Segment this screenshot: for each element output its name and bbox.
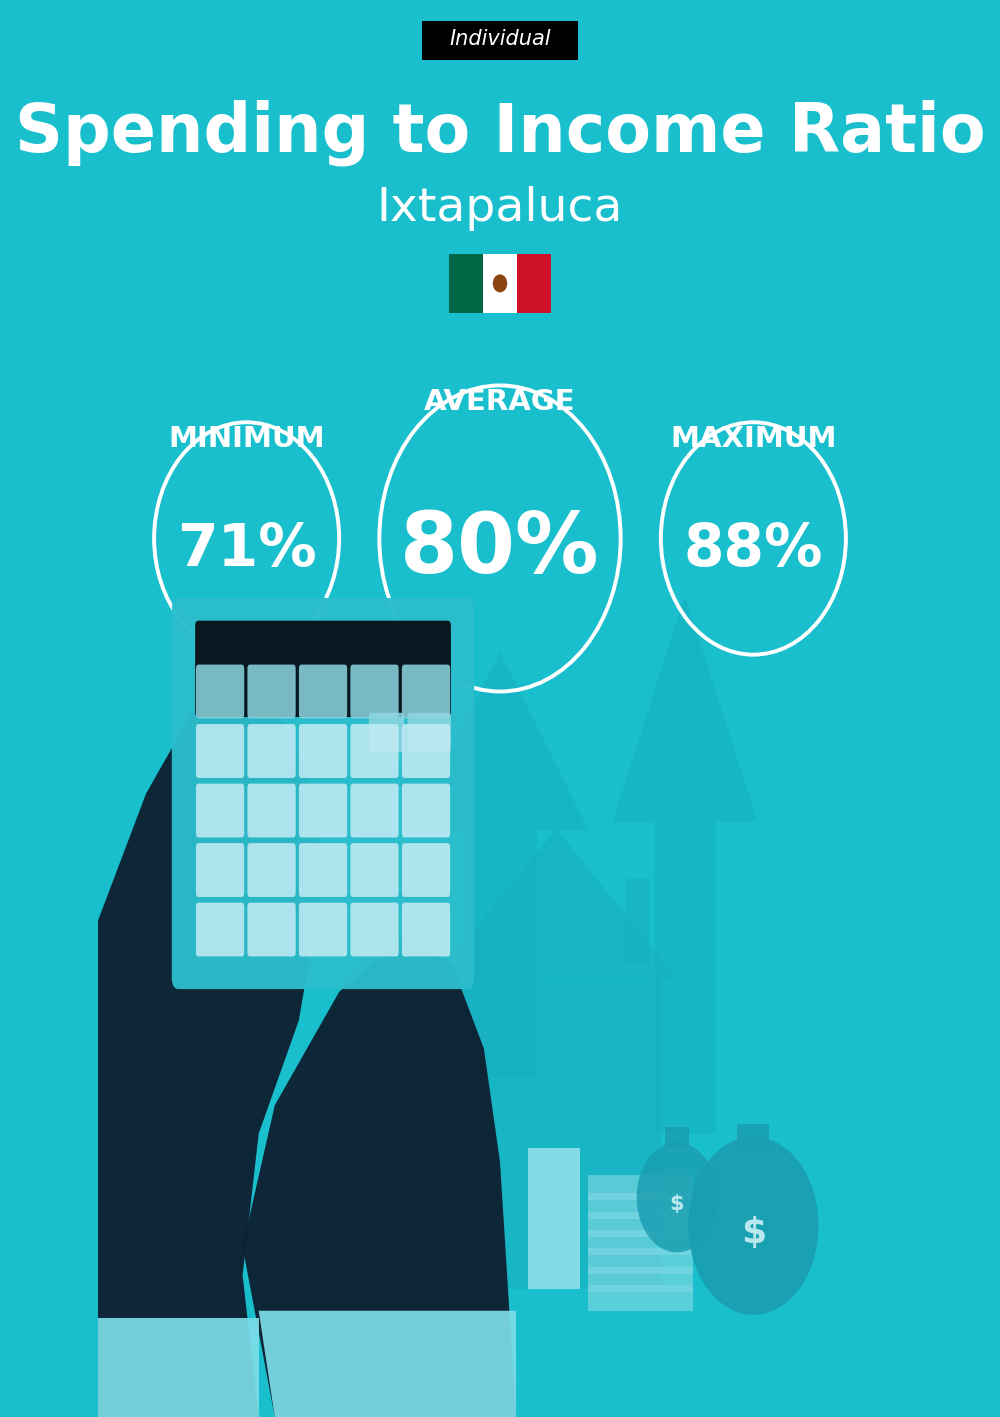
FancyBboxPatch shape <box>299 843 347 897</box>
Text: MINIMUM: MINIMUM <box>168 425 325 453</box>
FancyBboxPatch shape <box>195 621 451 717</box>
FancyBboxPatch shape <box>350 843 399 897</box>
FancyBboxPatch shape <box>452 978 661 1289</box>
FancyBboxPatch shape <box>196 843 244 897</box>
FancyBboxPatch shape <box>247 784 296 837</box>
Polygon shape <box>98 680 323 1417</box>
FancyBboxPatch shape <box>350 903 399 956</box>
Text: 80%: 80% <box>400 509 600 591</box>
Polygon shape <box>259 1311 516 1417</box>
FancyBboxPatch shape <box>247 903 296 956</box>
FancyBboxPatch shape <box>449 254 483 313</box>
FancyBboxPatch shape <box>247 843 296 897</box>
FancyBboxPatch shape <box>369 713 404 752</box>
Ellipse shape <box>493 275 507 292</box>
FancyBboxPatch shape <box>350 784 399 837</box>
Polygon shape <box>613 595 757 1134</box>
FancyBboxPatch shape <box>299 784 347 837</box>
Polygon shape <box>331 794 428 1049</box>
FancyBboxPatch shape <box>588 1248 693 1274</box>
FancyBboxPatch shape <box>196 903 244 956</box>
FancyBboxPatch shape <box>588 1285 693 1311</box>
FancyBboxPatch shape <box>402 724 450 778</box>
Polygon shape <box>436 829 677 978</box>
Text: Individual: Individual <box>449 28 551 50</box>
FancyBboxPatch shape <box>350 665 399 718</box>
FancyBboxPatch shape <box>299 903 347 956</box>
FancyBboxPatch shape <box>402 843 450 897</box>
FancyBboxPatch shape <box>402 784 450 837</box>
Text: 71%: 71% <box>177 521 316 578</box>
FancyBboxPatch shape <box>588 1193 693 1219</box>
Text: 88%: 88% <box>684 521 823 578</box>
FancyBboxPatch shape <box>422 21 578 60</box>
FancyBboxPatch shape <box>172 598 474 989</box>
Ellipse shape <box>637 1142 717 1253</box>
Text: MAXIMUM: MAXIMUM <box>670 425 837 453</box>
FancyBboxPatch shape <box>588 1230 693 1255</box>
Text: Ixtapaluca: Ixtapaluca <box>377 186 623 231</box>
Polygon shape <box>412 652 588 1077</box>
FancyBboxPatch shape <box>196 724 244 778</box>
FancyBboxPatch shape <box>407 713 451 752</box>
Text: AVERAGE: AVERAGE <box>424 388 576 417</box>
FancyBboxPatch shape <box>517 254 551 313</box>
FancyBboxPatch shape <box>737 1124 769 1152</box>
FancyBboxPatch shape <box>196 665 244 718</box>
FancyBboxPatch shape <box>528 1148 580 1289</box>
FancyBboxPatch shape <box>196 784 244 837</box>
Polygon shape <box>243 935 516 1417</box>
FancyBboxPatch shape <box>350 724 399 778</box>
Ellipse shape <box>688 1136 819 1315</box>
Polygon shape <box>98 1318 259 1417</box>
FancyBboxPatch shape <box>588 1212 693 1237</box>
FancyBboxPatch shape <box>483 254 517 313</box>
FancyBboxPatch shape <box>625 879 649 964</box>
FancyBboxPatch shape <box>299 724 347 778</box>
FancyBboxPatch shape <box>247 665 296 718</box>
Text: Spending to Income Ratio: Spending to Income Ratio <box>15 101 985 166</box>
FancyBboxPatch shape <box>402 665 450 718</box>
FancyBboxPatch shape <box>402 903 450 956</box>
FancyBboxPatch shape <box>588 1267 693 1292</box>
Text: $: $ <box>670 1195 684 1214</box>
FancyBboxPatch shape <box>665 1127 689 1148</box>
FancyBboxPatch shape <box>588 1175 693 1200</box>
FancyBboxPatch shape <box>247 724 296 778</box>
FancyBboxPatch shape <box>299 665 347 718</box>
Text: $: $ <box>741 1216 766 1250</box>
